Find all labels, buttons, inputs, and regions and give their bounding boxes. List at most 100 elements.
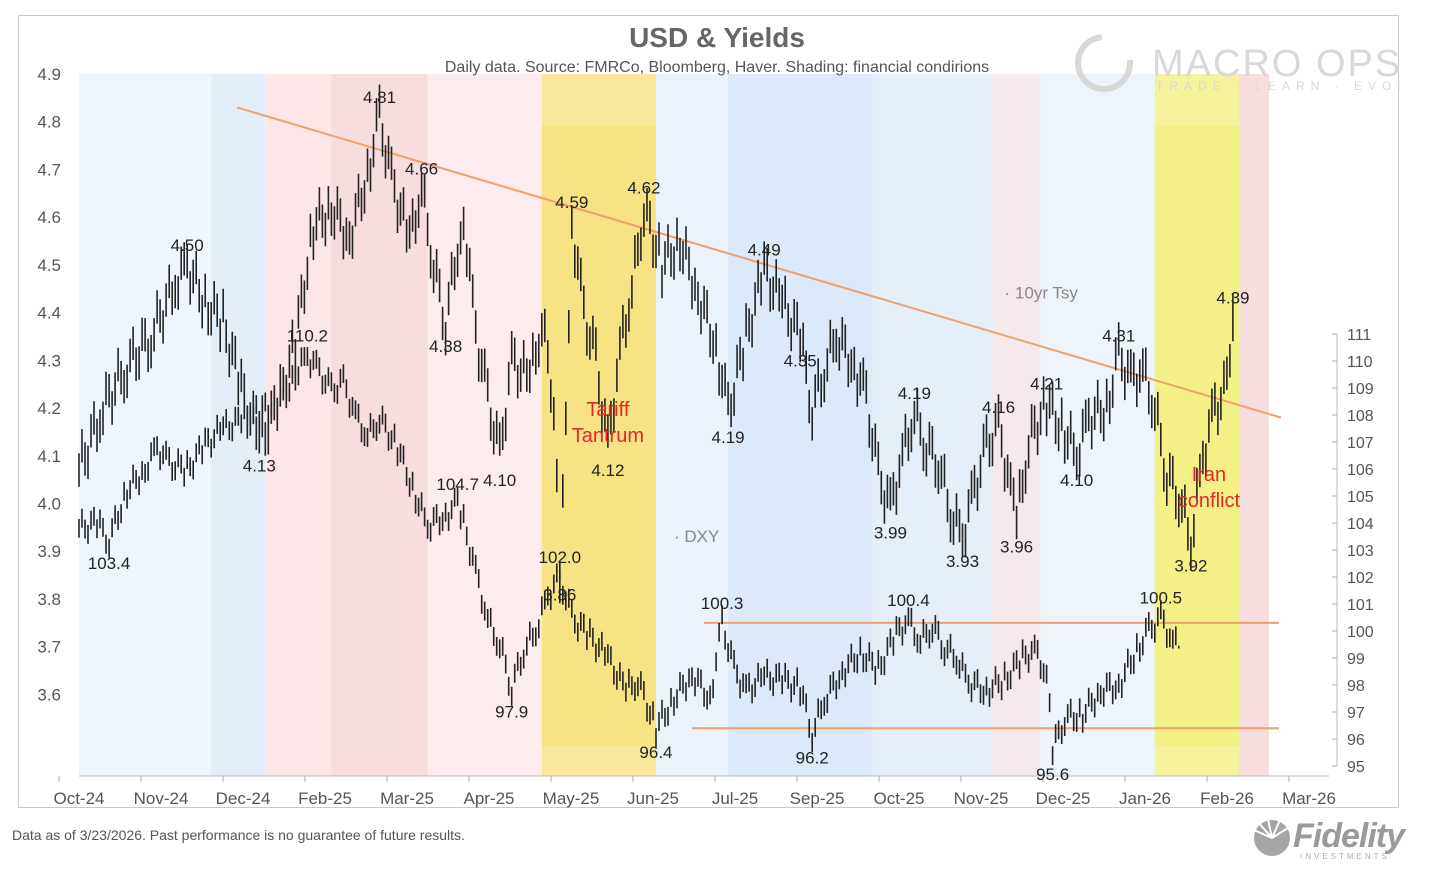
data-label: 3.86 [543,585,576,604]
data-label: 4.35 [784,351,817,370]
right-tick-label: 108 [1347,408,1374,425]
data-label: 3.96 [1000,538,1033,557]
series-tsy-bars [78,84,1234,604]
macro-ops-logo: MACRO OPS TRADE · LEARN · EVOLVE [1075,34,1400,93]
data-label: 3.99 [874,523,907,542]
left-tick-label: 4.3 [37,351,61,370]
left-tick-label: 4.1 [37,447,61,466]
data-label: 103.4 [88,554,131,573]
left-tick-label: 4.6 [37,208,61,227]
data-labels: 4.50 4.81 4.66 4.59 4.62 4.49 4.35 4.19 4.16 4.21… [88,88,1250,784]
data-label: 100.3 [701,594,744,613]
chart-title: USD & Yields [629,22,805,53]
series-label-dxy: · DXY [674,527,719,546]
right-tick-label: 105 [1347,489,1374,506]
shading-bands [79,74,1269,776]
usd-yields-chart: Oct-24 Nov-24 Dec-24 Feb-25 Mar-25 Apr-25 May-… [37,22,1400,808]
x-tick-label: Feb-25 [298,789,352,808]
left-tick-label: 4.0 [37,495,61,514]
x-tick-label: Apr-25 [463,789,514,808]
shading-band-4 [427,74,542,776]
data-label: 4.62 [627,179,660,198]
right-tick-label: 100 [1347,624,1374,641]
footnote: Data as of 3/23/2026. Past performance i… [12,827,465,843]
right-tick-label: 97 [1347,705,1365,722]
shading-band-9 [992,74,1041,776]
data-label: 4.66 [405,160,438,179]
chart-subtitle: Daily data. Source: FMRCo, Bloomberg, Ha… [445,59,989,76]
right-tick-label: 106 [1347,462,1374,479]
x-tick-label: Jul-25 [712,789,758,808]
left-tick-label: 4.4 [37,304,61,323]
right-tick-label: 96 [1347,732,1365,749]
annotation-tariff-tantrum: Tariff [586,399,629,421]
data-label: 100.4 [887,591,930,610]
data-label: 95.6 [1036,765,1069,784]
annotation-tariff-tantrum: Tantrum [572,425,644,447]
data-label: 4.10 [483,471,516,490]
tsy-trendline [236,106,1282,419]
data-label: 3.92 [1174,557,1207,576]
data-label: 4.49 [748,241,781,260]
x-tick-label: Nov-25 [954,789,1009,808]
data-label: 4.38 [429,337,462,356]
right-tick-label: 109 [1347,381,1374,398]
x-tick-label: Dec-24 [216,789,271,808]
left-tick-label: 4.9 [37,65,61,84]
right-tick-label: 104 [1347,516,1374,533]
series [78,84,1234,766]
data-label: 4.16 [982,398,1015,417]
right-tick-label: 102 [1347,570,1374,587]
data-label: 3.93 [946,552,979,571]
x-tick-label: Dec-25 [1036,789,1091,808]
shading-band-10 [1040,74,1155,776]
x-tick-label: Mar-26 [1282,789,1336,808]
x-tick-label: Oct-25 [873,789,924,808]
right-tick-label: 99 [1347,651,1365,668]
highlight-period-1 [1154,126,1239,746]
data-label: 4.10 [1060,471,1093,490]
left-tick-label: 4.2 [37,399,61,418]
right-tick-label: 111 [1347,327,1371,344]
data-label: 4.50 [171,236,204,255]
annotation-iran-conflict: conflict [1178,490,1241,512]
x-tick-label: Nov-24 [134,789,189,808]
data-label: 97.9 [495,703,528,722]
series-label-tsy: · 10yr Tsy [1005,283,1079,302]
right-tick-label: 107 [1347,435,1374,452]
x-tick-label: Jan-26 [1119,789,1171,808]
data-label: 104.7 [436,475,479,494]
data-label: 4.12 [591,461,624,480]
data-label: 4.59 [555,193,588,212]
shading-band-2 [265,74,332,776]
right-tick-label: 98 [1347,678,1365,695]
fidelity-burst-icon [1253,818,1290,856]
macro-ops-ring-icon [1075,34,1133,92]
series-dxy-bars [78,347,1180,766]
shading-band-12 [1238,74,1269,776]
data-label: 100.5 [1140,589,1183,608]
data-label: 4.31 [1102,327,1135,346]
annotation-iran-conflict: Iran [1192,464,1226,486]
shading-band-0 [79,74,212,776]
shading-band-7 [728,74,873,776]
data-label: 102.0 [539,548,582,567]
x-tick-label: Feb-26 [1200,789,1254,808]
right-tick-label: 95 [1347,759,1365,776]
data-label: 110.2 [287,327,328,346]
left-tick-label: 4.8 [37,113,61,132]
left-tick-label: 4.5 [37,256,61,275]
fidelity-wordmark: Fidelity [1293,817,1405,855]
right-tick-label: 101 [1347,597,1374,614]
data-label: 96.4 [639,743,672,762]
data-label: 4.21 [1030,374,1063,393]
x-tick-label: May-25 [543,789,600,808]
right-tick-label: 110 [1347,354,1373,371]
fidelity-logo [1253,818,1290,856]
data-label: 4.39 [1216,288,1249,307]
macro-ops-tagline: TRADE · LEARN · EVOLVE [1156,79,1400,93]
data-label: 96.2 [796,749,829,768]
x-tick-label: Jun-25 [627,789,679,808]
left-tick-label: 3.8 [37,590,61,609]
left-tick-label: 3.7 [37,638,61,657]
